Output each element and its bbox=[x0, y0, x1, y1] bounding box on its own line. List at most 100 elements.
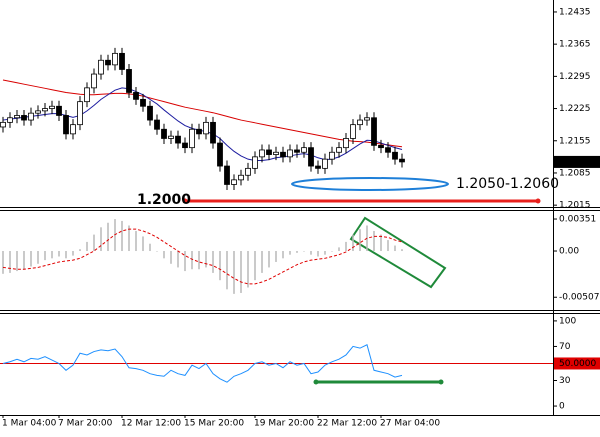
candle-body bbox=[21, 115, 27, 121]
y-tick-label: 0.00 bbox=[559, 247, 579, 257]
histogram-bar bbox=[198, 251, 200, 270]
candle-body bbox=[287, 149, 293, 158]
histogram-bar bbox=[359, 229, 361, 252]
histogram-bar bbox=[233, 251, 235, 294]
histogram-bar bbox=[184, 251, 186, 272]
histogram-bar bbox=[191, 251, 193, 270]
histogram-bar bbox=[121, 220, 123, 252]
level-dot bbox=[182, 198, 188, 204]
candle-body bbox=[329, 151, 335, 160]
histogram-bar bbox=[86, 241, 88, 252]
candle-body bbox=[322, 158, 328, 169]
level-dot bbox=[535, 198, 541, 204]
histogram-bar bbox=[303, 251, 305, 252]
histogram-bar bbox=[268, 251, 270, 268]
candle-body bbox=[98, 59, 104, 75]
histogram-bar bbox=[387, 240, 389, 252]
histogram-bar bbox=[394, 245, 396, 252]
candle-body bbox=[182, 142, 188, 149]
y-tick-label: 30 bbox=[559, 376, 571, 386]
histogram-bar bbox=[177, 251, 179, 268]
rsi-line bbox=[2, 344, 403, 383]
candle-body bbox=[28, 112, 34, 121]
histogram-bar bbox=[226, 251, 228, 290]
x-tick-label: 12 Mar 12:00 bbox=[121, 419, 181, 429]
histogram-bar bbox=[380, 234, 382, 252]
candle-body bbox=[84, 87, 90, 103]
candle-body bbox=[49, 105, 55, 109]
histogram-bar bbox=[352, 234, 354, 252]
x-tick-label: 15 Mar 20:00 bbox=[184, 419, 244, 429]
y-tick-label: 0 bbox=[559, 402, 565, 412]
candle-body bbox=[364, 117, 370, 121]
candle-body bbox=[42, 108, 48, 112]
candle-body bbox=[56, 105, 62, 116]
histogram-bar bbox=[401, 249, 403, 252]
histogram-bar bbox=[254, 251, 256, 281]
rsi-dot bbox=[313, 379, 319, 385]
histogram-bar bbox=[219, 251, 221, 281]
candle-body bbox=[357, 119, 363, 126]
y-tick-label: 1.2155 bbox=[559, 136, 591, 146]
candle-body bbox=[217, 142, 223, 167]
histogram-bar bbox=[58, 251, 60, 257]
y-tick-label: 1.2295 bbox=[559, 72, 591, 82]
histogram-bar bbox=[107, 222, 109, 252]
x-tick-label: 7 Mar 20:00 bbox=[58, 419, 113, 429]
candle-body bbox=[259, 149, 265, 158]
histogram-bar bbox=[135, 230, 137, 252]
histogram-bar bbox=[247, 251, 249, 288]
histogram-bar bbox=[170, 251, 172, 264]
y-tick-label: -0.00507 bbox=[559, 293, 599, 303]
candle-body bbox=[70, 124, 76, 135]
zone-label: 1.2050-1.2060 bbox=[456, 176, 559, 192]
histogram-bar bbox=[240, 251, 242, 293]
y-tick-label: 1.2365 bbox=[559, 40, 591, 50]
histogram-bar bbox=[261, 251, 263, 273]
histogram-bar bbox=[205, 251, 207, 268]
candle-body bbox=[315, 165, 321, 169]
histogram-bar bbox=[142, 236, 144, 252]
zone-ellipse bbox=[291, 177, 449, 191]
y-tick-label: 100 bbox=[559, 316, 576, 326]
histogram-bar bbox=[317, 251, 319, 257]
signal-line bbox=[2, 228, 403, 285]
histogram-bar bbox=[23, 251, 25, 270]
histogram-bar bbox=[282, 251, 284, 259]
moving-average bbox=[2, 79, 403, 148]
candle-body bbox=[0, 121, 6, 128]
candle-body bbox=[189, 128, 195, 149]
histogram-bar bbox=[338, 247, 340, 252]
histogram-bar bbox=[16, 251, 18, 272]
candle-body bbox=[203, 121, 209, 135]
candle-body bbox=[196, 128, 202, 135]
x-tick-label: 1 Mar 04:00 bbox=[2, 419, 57, 429]
candle-body bbox=[91, 73, 97, 89]
histogram-bar bbox=[44, 251, 46, 261]
rsi-dot bbox=[438, 379, 444, 385]
candle-body bbox=[301, 147, 307, 153]
histogram-bar bbox=[149, 243, 151, 252]
candle-body bbox=[266, 149, 272, 155]
candle-body bbox=[147, 105, 153, 121]
candle-body bbox=[294, 149, 300, 153]
candle-body bbox=[245, 167, 251, 176]
level-label: 1.2000 bbox=[137, 192, 191, 208]
histogram-bar bbox=[51, 251, 53, 259]
histogram-bar bbox=[289, 251, 291, 255]
candle-body bbox=[280, 151, 286, 158]
y-tick-label: 1.2225 bbox=[559, 104, 591, 114]
histogram-bar bbox=[79, 249, 81, 252]
candle-body bbox=[63, 115, 69, 135]
candle-body bbox=[119, 52, 125, 70]
y-tick-label: 1.2435 bbox=[559, 7, 591, 17]
candle-body bbox=[140, 98, 146, 107]
candle-body bbox=[371, 117, 377, 146]
level-label-box bbox=[554, 357, 600, 370]
candle-body bbox=[77, 101, 83, 126]
candle-body bbox=[168, 135, 174, 139]
candle-body bbox=[7, 117, 13, 123]
candle-body bbox=[350, 124, 356, 139]
y-tick-label: 1.2015 bbox=[559, 201, 591, 211]
histogram-bar bbox=[163, 251, 165, 259]
